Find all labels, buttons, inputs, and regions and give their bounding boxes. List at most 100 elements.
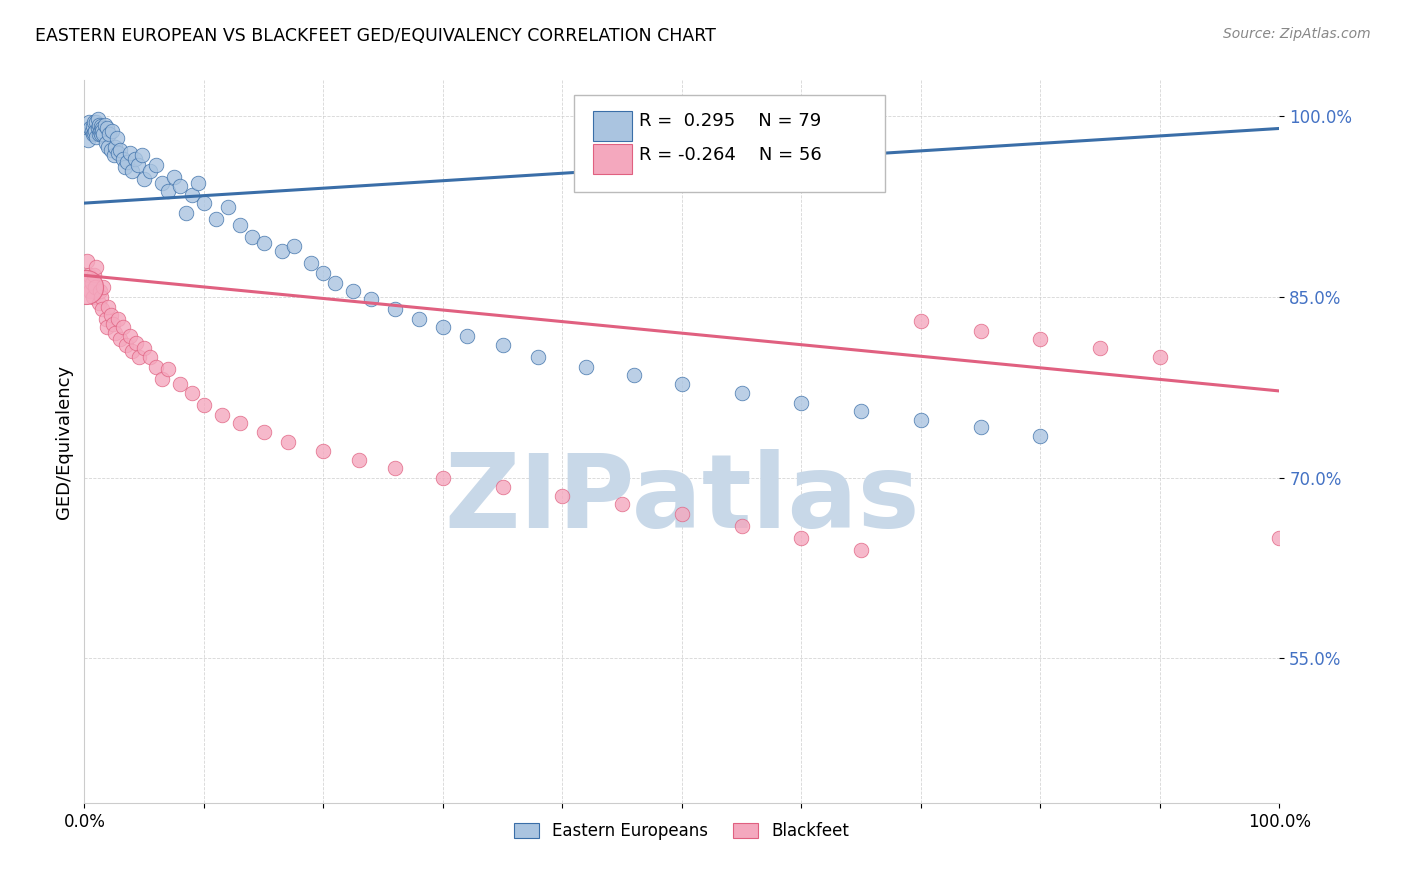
Point [360, 293, 382, 307]
Point [139, 350, 162, 364]
Point [94, 311, 117, 326]
Point [181, 187, 204, 202]
Point [132, 341, 156, 355]
Point [107, 145, 129, 160]
Point [103, 148, 125, 162]
FancyBboxPatch shape [593, 144, 631, 174]
Point [910, 413, 932, 427]
Point [86, 115, 108, 129]
Point [551, 489, 574, 503]
Point [312, 266, 335, 280]
Point [229, 218, 252, 232]
Point [1268, 531, 1291, 545]
Point [118, 328, 141, 343]
Point [575, 359, 598, 374]
Point [671, 376, 693, 391]
Point [117, 155, 139, 169]
Point [97, 300, 120, 314]
Point [87, 118, 110, 132]
Point [731, 386, 754, 401]
Point [121, 163, 143, 178]
Point [384, 301, 406, 317]
Point [86, 112, 108, 126]
Point [101, 124, 124, 138]
Point [94, 136, 117, 150]
Point [125, 335, 148, 350]
Point [145, 359, 167, 374]
Point [86, 260, 108, 274]
Point [98, 128, 121, 142]
Point [105, 131, 128, 145]
Point [211, 408, 233, 422]
Point [325, 276, 347, 290]
Point [270, 244, 292, 259]
Point [96, 121, 118, 136]
Point [80, 276, 103, 290]
Point [111, 152, 134, 166]
Point [217, 200, 239, 214]
Point [76, 253, 98, 268]
Point [157, 184, 180, 198]
Point [1090, 341, 1112, 355]
FancyBboxPatch shape [593, 111, 631, 141]
Point [114, 160, 136, 174]
Point [82, 128, 104, 142]
Point [86, 121, 108, 136]
Point [110, 332, 132, 346]
Point [150, 372, 173, 386]
Point [527, 350, 550, 364]
Point [174, 205, 197, 219]
Point [301, 256, 323, 270]
Text: R = -0.264    N = 56: R = -0.264 N = 56 [638, 145, 821, 164]
Point [93, 280, 115, 294]
Text: R =  0.295    N = 79: R = 0.295 N = 79 [638, 112, 821, 129]
Point [790, 531, 813, 545]
Point [87, 128, 110, 142]
Point [83, 115, 105, 129]
Point [181, 386, 204, 401]
Point [82, 290, 104, 304]
Text: EASTERN EUROPEAN VS BLACKFEET GED/EQUIVALENCY CORRELATION CHART: EASTERN EUROPEAN VS BLACKFEET GED/EQUIVA… [35, 27, 716, 45]
Point [128, 350, 150, 364]
Point [970, 324, 993, 338]
Point [157, 362, 180, 376]
Point [432, 471, 454, 485]
Point [90, 128, 112, 142]
Point [1149, 350, 1171, 364]
Point [1029, 428, 1052, 442]
Point [127, 158, 149, 172]
Point [90, 119, 112, 133]
FancyBboxPatch shape [575, 95, 886, 193]
Point [283, 239, 305, 253]
Point [110, 143, 132, 157]
Point [90, 290, 112, 304]
Point [342, 284, 364, 298]
Point [851, 542, 873, 557]
Text: Source: ZipAtlas.com: Source: ZipAtlas.com [1223, 27, 1371, 41]
Point [432, 320, 454, 334]
Point [384, 461, 406, 475]
Point [91, 121, 114, 136]
Point [851, 404, 873, 418]
Point [132, 172, 156, 186]
Point [169, 179, 191, 194]
Point [408, 311, 430, 326]
Point [121, 344, 143, 359]
Point [80, 124, 103, 138]
Point [97, 139, 120, 153]
Point [104, 139, 127, 153]
Point [277, 434, 299, 449]
Point [89, 124, 111, 138]
Point [93, 128, 115, 142]
Point [163, 169, 186, 184]
Point [790, 396, 813, 410]
Point [671, 507, 693, 521]
Point [79, 284, 101, 298]
Point [77, 268, 100, 283]
Point [187, 176, 209, 190]
Point [731, 519, 754, 533]
Point [96, 320, 118, 334]
Point [312, 444, 335, 458]
Point [77, 133, 100, 147]
Point [91, 124, 114, 138]
